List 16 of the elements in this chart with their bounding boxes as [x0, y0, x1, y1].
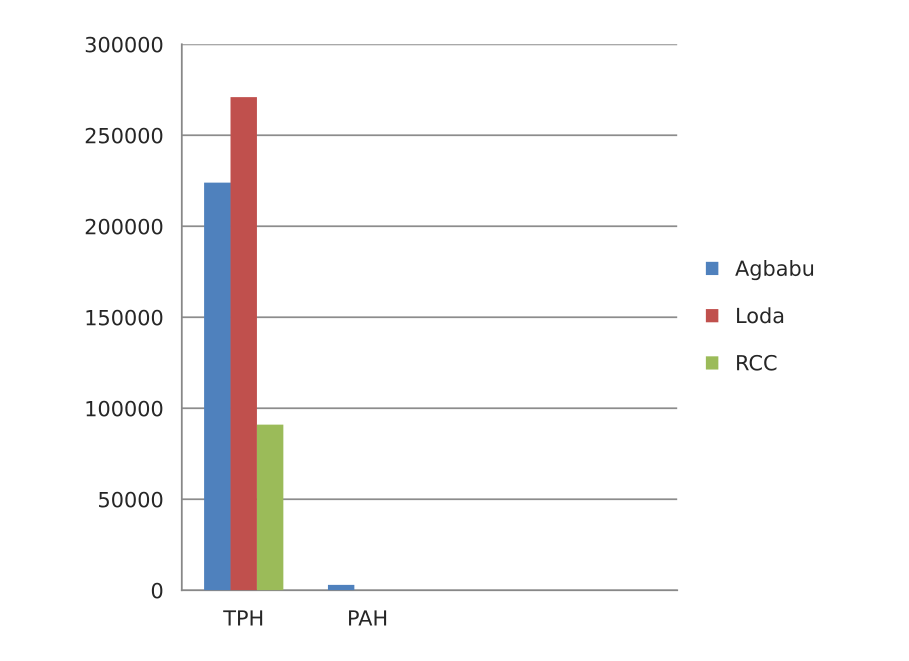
- y-tick-label: 100000: [86, 400, 162, 416]
- x-tick-label: TPH: [223, 610, 262, 626]
- legend-label: Agbabu: [735, 260, 814, 280]
- y-tick-label: 150000: [86, 310, 162, 326]
- bar: [230, 97, 257, 590]
- y-tick-label: 300000: [86, 36, 162, 52]
- x-tick-label: PAH: [349, 610, 386, 626]
- legend-label: RCC: [737, 354, 776, 371]
- y-tick-label: 50000: [99, 492, 162, 508]
- bar: [256, 424, 284, 590]
- bar: [204, 182, 231, 590]
- y-tick-label: 200000: [86, 218, 162, 234]
- legend-label: Loda: [737, 307, 784, 324]
- bar: [328, 584, 354, 590]
- y-tick-label: 250000: [86, 128, 162, 144]
- y-tick-label: 0: [152, 582, 162, 598]
